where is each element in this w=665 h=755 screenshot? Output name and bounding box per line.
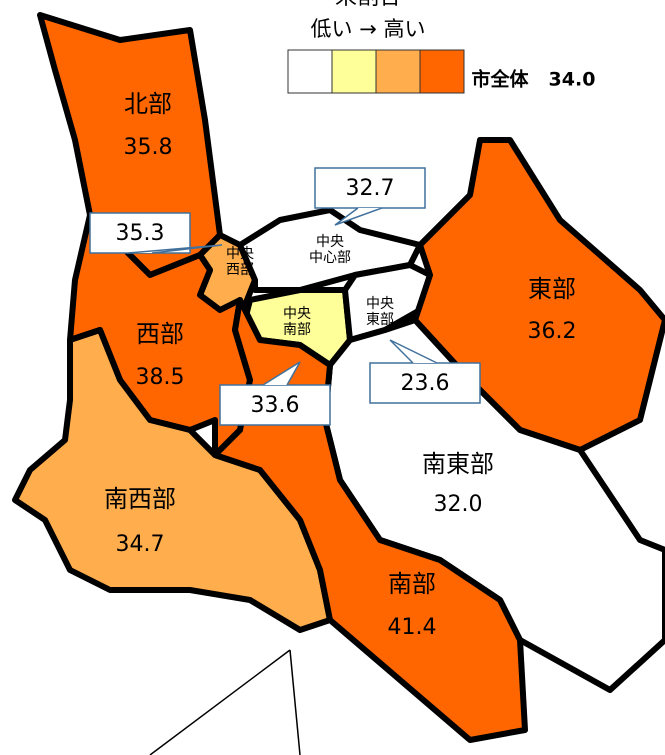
- callout: [89, 212, 191, 254]
- callout: [219, 384, 331, 426]
- regions: [12, 12, 665, 743]
- region-value: 38.5: [136, 365, 185, 390]
- region: [12, 327, 333, 633]
- legend-swatch: [419, 49, 465, 94]
- region-name: 中央: [316, 234, 344, 250]
- callout-pointer: [262, 361, 301, 386]
- region-value: 35.8: [124, 135, 173, 160]
- region-value: 33.6: [251, 393, 300, 418]
- region-name: 西部: [226, 262, 254, 278]
- leader-line: [289, 649, 301, 755]
- region-value: 32.0: [434, 492, 483, 517]
- callout: [369, 362, 481, 404]
- legend-swatch: [375, 49, 421, 94]
- legend-swatches: [287, 49, 465, 94]
- region-value: 36.2: [528, 319, 577, 344]
- callout: [314, 167, 426, 209]
- callout-pointer: [389, 339, 438, 364]
- overall-label: 市全体: [471, 68, 529, 91]
- region-value: 32.7: [346, 176, 395, 201]
- region-value: 41.4: [388, 615, 437, 640]
- region-value: 34.7: [116, 532, 165, 557]
- region-name: 南部: [388, 570, 436, 598]
- legend-scale: 低い → 高い: [311, 17, 426, 41]
- region-name: 中央: [226, 246, 254, 262]
- overall-value: 34.0: [549, 69, 596, 91]
- region-name: 中央: [366, 296, 394, 312]
- region-name: 南西部: [104, 485, 176, 513]
- region-value: 35.3: [116, 221, 165, 246]
- leader-line: [149, 649, 291, 755]
- region-name: 東部: [366, 312, 394, 328]
- legend-swatch: [331, 49, 377, 94]
- region-name: 東部: [528, 275, 576, 303]
- region-name: 中心部: [309, 250, 351, 266]
- region-name: 南部: [283, 322, 311, 338]
- callout-pointer: [334, 207, 383, 226]
- region-value: 23.6: [401, 371, 450, 396]
- region-name: 南東部: [422, 450, 494, 478]
- region-name: 西部: [136, 320, 184, 348]
- legend-title: 来割合: [335, 0, 401, 10]
- region-name: 北部: [124, 90, 172, 118]
- legend-swatch: [287, 49, 333, 94]
- labels: 北部35.8中央西部35.3西部38.5南西部34.7中央中心部32.7中央南部…: [89, 90, 577, 640]
- callout-pointer: [127, 244, 223, 254]
- region-name: 中央: [283, 306, 311, 322]
